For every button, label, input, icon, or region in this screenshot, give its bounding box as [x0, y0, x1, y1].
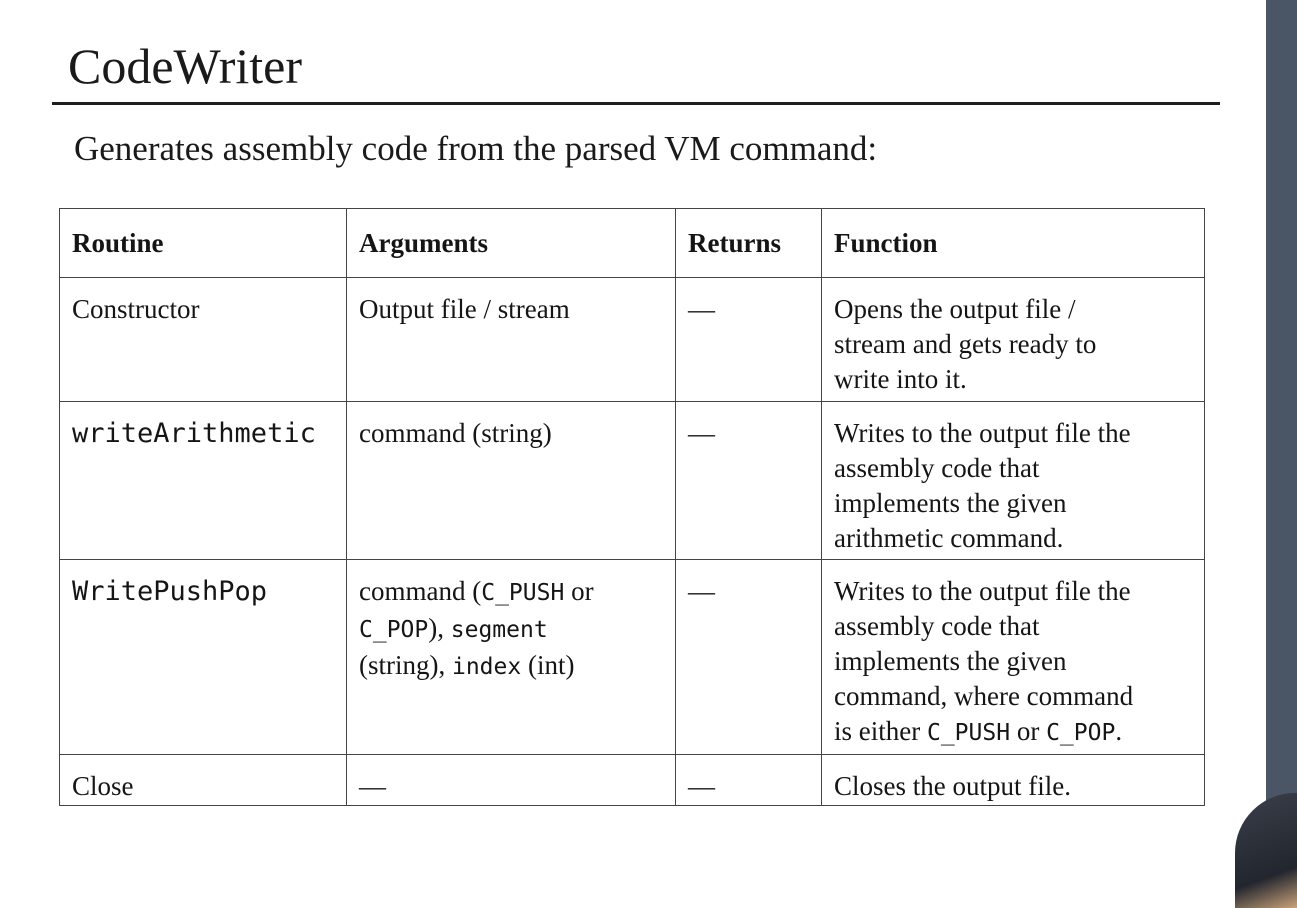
- function-line: is either C_PUSH or C_POP.: [834, 714, 1192, 751]
- function-line: write into it.: [834, 364, 967, 394]
- slide-title: CodeWriter: [68, 38, 303, 94]
- header-returns: Returns: [675, 208, 822, 278]
- arg-text: (int): [521, 650, 575, 680]
- arguments-cell: command (string): [346, 401, 676, 560]
- function-line: Writes to the output file the: [834, 418, 1131, 448]
- function-line: command, where command: [834, 681, 1134, 711]
- table-row: Close — — Closes the output file.: [59, 754, 1205, 806]
- table-row: WritePushPop command (C_PUSH or C_POP), …: [59, 559, 1205, 755]
- function-line: arithmetic command.: [834, 523, 1064, 553]
- arg-text: or: [564, 576, 594, 606]
- function-cell: Writes to the output file the assembly c…: [821, 559, 1205, 755]
- arg-code: index: [451, 654, 522, 680]
- side-background-panel: [1266, 0, 1297, 908]
- function-line: Writes to the output file the: [834, 576, 1131, 606]
- header-function: Function: [821, 208, 1205, 278]
- title-divider: [52, 102, 1220, 105]
- slide-subtitle: Generates assembly code from the parsed …: [74, 129, 878, 168]
- arguments-cell: Output file / stream: [346, 277, 676, 402]
- arg-text: (string),: [359, 650, 452, 680]
- routine-cell: Close: [59, 754, 347, 806]
- arguments-line: (string), index (int): [359, 648, 663, 685]
- function-line: Opens the output file /: [834, 294, 1076, 324]
- table-header-row: Routine Arguments Returns Function: [59, 208, 1205, 278]
- function-line: implements the given: [834, 646, 1067, 676]
- function-cell: Writes to the output file the assembly c…: [821, 401, 1205, 560]
- returns-cell: —: [675, 401, 822, 560]
- routines-table: Routine Arguments Returns Function Const…: [59, 208, 1205, 806]
- function-code: C_POP: [1046, 720, 1116, 746]
- arg-text: command (: [359, 576, 482, 606]
- function-cell: Opens the output file / stream and gets …: [821, 277, 1205, 402]
- arguments-line: C_POP), segment: [359, 611, 663, 648]
- function-text: .: [1115, 716, 1123, 746]
- header-arguments: Arguments: [346, 208, 676, 278]
- arg-code: C_PUSH: [481, 580, 565, 606]
- arg-code: segment: [450, 617, 548, 643]
- function-line: assembly code that: [834, 611, 1040, 641]
- function-line: assembly code that: [834, 453, 1040, 483]
- returns-cell: —: [675, 754, 822, 806]
- routine-cell: WritePushPop: [59, 559, 347, 755]
- arguments-line: command (C_PUSH or: [359, 574, 663, 611]
- arg-text: ),: [428, 613, 451, 643]
- table-row: writeArithmetic command (string) — Write…: [59, 401, 1205, 560]
- function-code: C_PUSH: [926, 720, 1011, 746]
- function-text: is either: [834, 716, 927, 746]
- returns-cell: —: [675, 559, 822, 755]
- header-routine: Routine: [59, 208, 347, 278]
- arguments-cell: —: [346, 754, 676, 806]
- function-line: implements the given: [834, 488, 1067, 518]
- function-text: or: [1010, 716, 1047, 746]
- presenter-figure: [1235, 793, 1297, 908]
- arguments-cell: command (C_PUSH or C_POP), segment (stri…: [346, 559, 676, 755]
- function-line: stream and gets ready to: [834, 329, 1097, 359]
- routine-cell: Constructor: [59, 277, 347, 402]
- arg-code: C_POP: [359, 617, 429, 643]
- table-row: Constructor Output file / stream — Opens…: [59, 277, 1205, 402]
- returns-cell: —: [675, 277, 822, 402]
- function-cell: Closes the output file.: [821, 754, 1205, 806]
- routine-cell: writeArithmetic: [59, 401, 347, 560]
